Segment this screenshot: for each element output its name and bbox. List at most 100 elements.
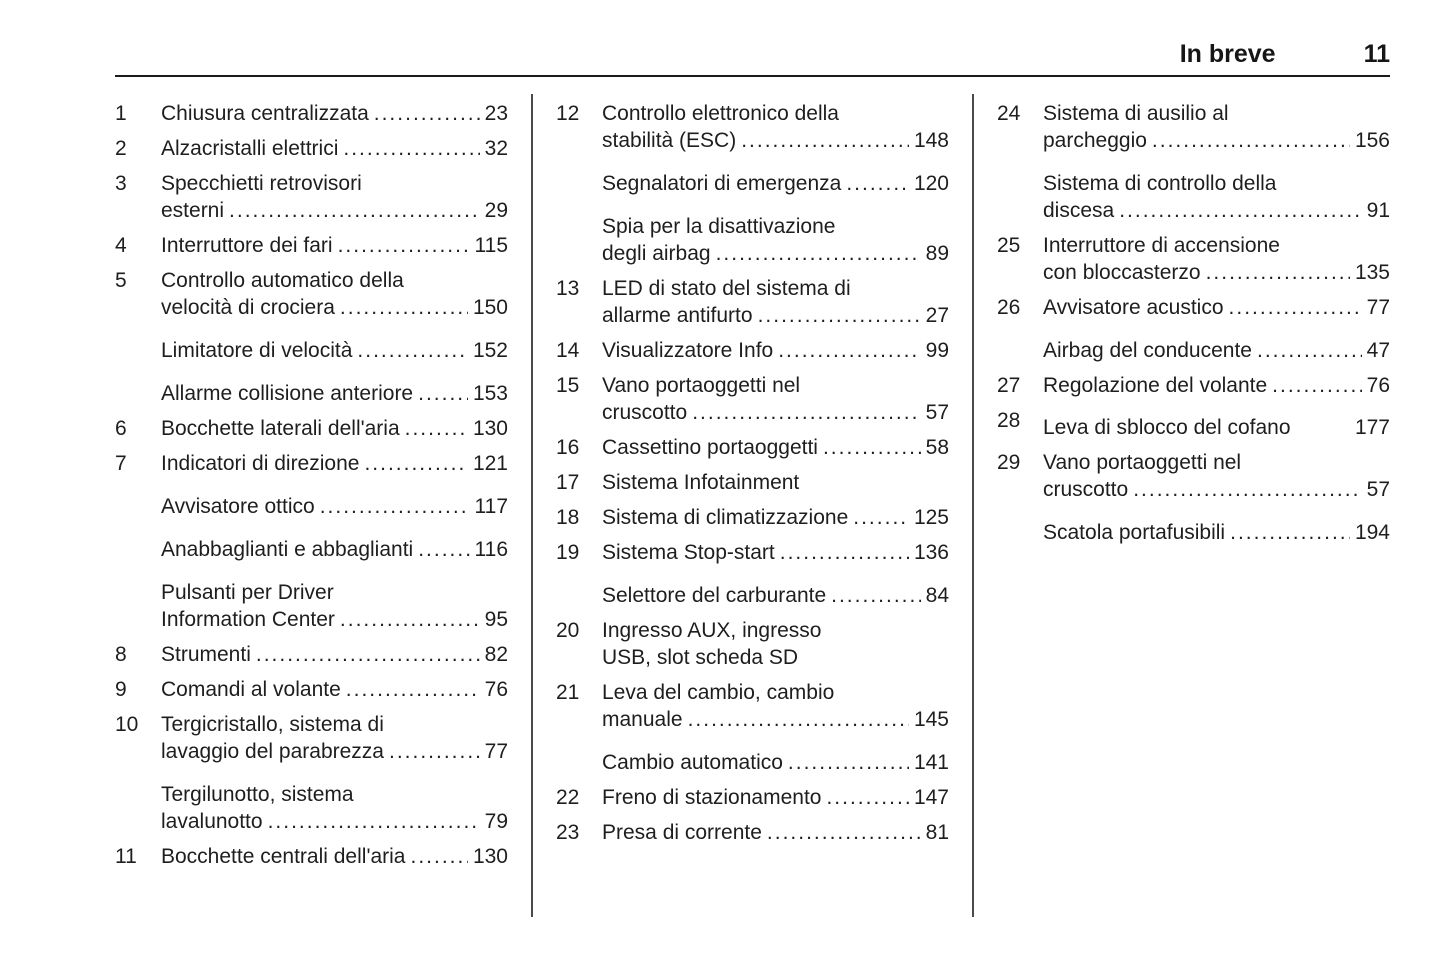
entry-number: 9: [115, 678, 127, 701]
entry-page: 77: [484, 740, 508, 763]
toc-entry: 19 Sistema Stop-start 136: [556, 539, 949, 566]
column-divider: [972, 94, 974, 917]
entry-number: 25: [997, 234, 1021, 257]
entry-text: Freno di stazionamento: [602, 786, 822, 809]
entry-body: Chiusura centralizzata 23: [161, 100, 508, 127]
entry-body: Sistema Infotainment: [602, 469, 949, 496]
entry-text: lavalunotto: [161, 810, 263, 833]
entry-body: Controllo elettronico della stabilità (ES…: [602, 100, 949, 154]
entry-text: USB, slot scheda SD: [602, 646, 799, 669]
dot-leader: [410, 843, 467, 870]
entry-page: 141: [913, 751, 949, 774]
dot-leader: [780, 539, 909, 566]
entry-text: Ingresso AUX, ingresso: [602, 619, 822, 642]
entry-number: 17: [556, 471, 580, 494]
dot-leader: [741, 127, 909, 154]
entry-text: Sistema Stop-start: [602, 541, 775, 564]
entry-body: Tergicristallo, sistema di lavaggio del p…: [161, 711, 508, 765]
entry-number: 13: [556, 277, 580, 300]
dot-leader: [268, 808, 480, 835]
entry-page: 76: [1366, 374, 1390, 397]
entry-text: Cambio automatico: [602, 751, 783, 774]
entry-text: Pulsanti per Driver: [161, 581, 334, 604]
toc-entry: 28 Leva di sblocco del cofano 177: [997, 407, 1390, 441]
entry-page: 120: [913, 172, 949, 195]
entry-text: discesa: [1043, 199, 1115, 222]
entry-text: parcheggio: [1043, 129, 1147, 152]
entry-page: 147: [913, 786, 949, 809]
toc-entry: 3 Specchietti retrovisori esterni 29: [115, 170, 508, 224]
entry-number: 14: [556, 339, 580, 362]
entry-page: 130: [472, 417, 508, 440]
entry-body: Strumenti 82: [161, 641, 508, 668]
entry-text: manuale: [602, 708, 683, 731]
entry-text: Leva del cambio, cambio: [602, 681, 835, 704]
entry-text: Tergicristallo, sistema di: [161, 713, 384, 736]
toc-entry: 18 Sistema di climatizzazione 125: [556, 504, 949, 531]
entry-number: 29: [997, 451, 1021, 474]
dot-leader: [1272, 372, 1361, 399]
dot-leader: [716, 240, 921, 267]
entry-body: Interruttore di accensione con bloccaster…: [1043, 232, 1390, 286]
entry-text: Comandi al volante: [161, 678, 341, 701]
entry-page: 47: [1366, 339, 1390, 362]
entry-text: Sistema di controllo della: [1043, 172, 1277, 195]
toc-entry: Cambio automatico 141: [556, 749, 949, 776]
entry-page: 150: [472, 296, 508, 319]
toc-entry: 13 LED di stato del sistema di allarme ant…: [556, 275, 949, 329]
entry-body: Interruttore dei fari 115: [161, 232, 508, 259]
entry-number: 3: [115, 172, 127, 195]
entry-page: 77: [1366, 296, 1390, 319]
dot-leader: [1119, 197, 1361, 224]
dot-leader: [418, 536, 469, 563]
entry-page: 177: [1354, 416, 1390, 439]
entry-text: Alzacristalli elettrici: [161, 137, 339, 160]
entry-body: LED di stato del sistema di allarme antif…: [602, 275, 949, 329]
entry-body: Sistema di ausilio al parcheggio 156: [1043, 100, 1390, 154]
entry-number: [115, 337, 161, 364]
entry-text: Segnalatori di emergenza: [602, 172, 842, 195]
entry-text: Vano portaoggetti nel: [602, 374, 801, 397]
dot-leader: [346, 676, 480, 703]
entry-page: 79: [484, 810, 508, 833]
entry-number: 26: [997, 296, 1021, 319]
entry-number: 5: [115, 269, 127, 292]
dot-leader: [1206, 259, 1350, 286]
entry-page: 82: [484, 643, 508, 666]
dot-leader: [826, 784, 908, 811]
entry-text: Specchietti retrovisori: [161, 172, 362, 195]
entry-text: Sistema Infotainment: [602, 471, 800, 494]
entry-body: Sistema Stop-start 136: [602, 539, 949, 566]
entry-page: 121: [472, 452, 508, 475]
entry-text: Indicatori di direzione: [161, 452, 360, 475]
entry-page: 125: [913, 506, 949, 529]
dot-leader: [823, 434, 921, 461]
entry-number: 16: [556, 436, 580, 459]
toc-entry: Sistema di controllo della discesa 91: [997, 170, 1390, 224]
entry-page: 76: [484, 678, 508, 701]
entry-text: Anabbaglianti e abbaglianti: [161, 538, 414, 561]
entry-body: Indicatori di direzione 121: [161, 450, 508, 477]
toc-entry: 26 Avvisatore acustico 77: [997, 294, 1390, 321]
entry-text: esterni: [161, 199, 225, 222]
dot-leader: [364, 450, 468, 477]
entry-page: 95: [484, 608, 508, 631]
entry-text: Cassettino portaoggetti: [602, 436, 818, 459]
entry-number: 11: [115, 845, 137, 868]
entry-body: Freno di stazionamento 147: [602, 784, 949, 811]
dot-leader: [1257, 337, 1362, 364]
entry-body: Avvisatore acustico 77: [1043, 294, 1390, 321]
entry-body: Anabbaglianti e abbaglianti 116: [161, 536, 508, 563]
entry-text: Avvisatore ottico: [161, 495, 315, 518]
entry-body: Sistema di climatizzazione 125: [602, 504, 949, 531]
toc-entry: 10 Tergicristallo, sistema di lavaggio del…: [115, 711, 508, 765]
entry-text: Bocchette centrali dell'aria: [161, 845, 406, 868]
toc-entry: 29 Vano portaoggetti nel cruscotto 57: [997, 449, 1390, 503]
entry-text: Leva di sblocco del cofano: [1043, 416, 1291, 439]
entry-text: cruscotto: [1043, 478, 1129, 501]
page-number: 11: [1363, 40, 1390, 68]
toc-entry: 25 Interruttore di accensione con bloccast…: [997, 232, 1390, 286]
entry-page: 81: [925, 821, 949, 844]
entry-page: 117: [474, 495, 508, 518]
toc-entry: 20 Ingresso AUX, ingresso USB, slot scheda…: [556, 617, 949, 671]
